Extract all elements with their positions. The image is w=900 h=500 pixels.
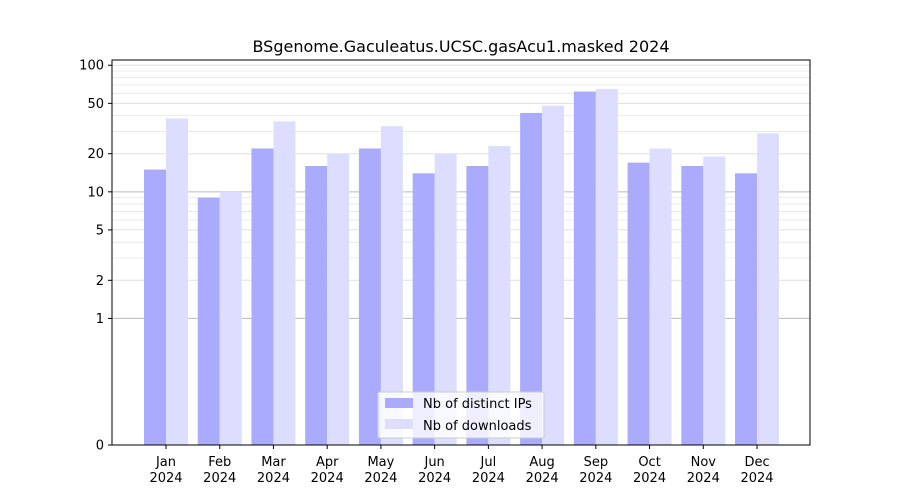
y-tick-label: 100	[79, 59, 104, 74]
bar-downloads	[542, 105, 565, 445]
bar-distinct-ips	[627, 162, 650, 445]
bar-distinct-ips	[466, 165, 489, 446]
bar-downloads	[327, 153, 350, 445]
x-tick-label-year: 2024	[364, 471, 397, 486]
bar-downloads	[757, 133, 780, 446]
bar-downloads	[434, 153, 457, 445]
x-axis: Jan2024Feb2024Mar2024Apr2024May2024Jun20…	[149, 445, 774, 486]
x-tick-label-year: 2024	[311, 471, 344, 486]
x-tick-label-month: Oct	[638, 455, 660, 470]
y-tick-label: 2	[96, 274, 104, 289]
y-tick-label: 50	[87, 97, 104, 112]
bar-distinct-ips	[412, 173, 435, 445]
chart-title: BSgenome.Gaculeatus.UCSC.gasAcu1.masked …	[252, 37, 669, 56]
y-tick-label: 1	[96, 312, 104, 327]
y-tick-label: 5	[96, 223, 104, 238]
bar-distinct-ips	[358, 148, 381, 446]
x-tick-label-year: 2024	[526, 471, 559, 486]
x-tick-label-month: Sep	[584, 455, 609, 470]
x-tick-label-year: 2024	[579, 471, 612, 486]
bar-distinct-ips	[520, 112, 543, 446]
x-tick-label-year: 2024	[418, 471, 451, 486]
bar-downloads	[380, 126, 403, 445]
x-tick-label-month: Nov	[691, 455, 717, 470]
x-tick-label-year: 2024	[472, 471, 505, 486]
x-tick-label-month: Mar	[261, 455, 286, 470]
bar-downloads	[595, 88, 618, 446]
plot-frame	[111, 59, 811, 446]
bar-downloads	[703, 156, 726, 446]
bar-downloads	[273, 121, 296, 445]
x-tick-label-month: Jun	[423, 455, 444, 470]
x-tick-label-year: 2024	[203, 471, 236, 486]
x-tick-label-month: Apr	[316, 455, 339, 470]
x-tick-label-month: Feb	[208, 455, 231, 470]
x-tick-label-month: Dec	[744, 455, 769, 470]
bar-distinct-ips	[573, 91, 596, 446]
x-tick-label-year: 2024	[740, 471, 773, 486]
x-tick-label-month: Aug	[529, 455, 554, 470]
legend-box	[377, 391, 545, 439]
bar-downloads	[166, 118, 188, 446]
y-tick-label: 10	[87, 185, 104, 200]
x-tick-label-month: Jan	[155, 455, 176, 470]
x-tick-label-month: Jul	[480, 455, 497, 470]
bar-downloads	[488, 146, 511, 446]
legend-swatch-downloads	[385, 419, 413, 429]
bar-downloads	[219, 191, 242, 445]
bar-distinct-ips	[197, 197, 220, 445]
bar-downloads	[649, 148, 672, 446]
x-tick-label-year: 2024	[633, 471, 666, 486]
y-tick-label: 0	[96, 439, 104, 454]
bar-distinct-ips	[305, 165, 328, 446]
legend-swatch-distinct-ips	[385, 398, 413, 408]
bar-distinct-ips	[681, 165, 704, 446]
bar-distinct-ips	[144, 169, 166, 446]
y-tick-label: 20	[87, 147, 104, 162]
bar-distinct-ips	[251, 148, 274, 446]
y-axis: 0 1 2 5 10 20 50 100	[79, 59, 112, 454]
x-tick-label-year: 2024	[149, 471, 182, 486]
x-tick-label-month: May	[367, 455, 394, 470]
bars	[144, 88, 780, 446]
legend-label-distinct-ips: Nb of distinct IPs	[423, 397, 532, 412]
legend: Nb of distinct IPs Nb of downloads	[377, 391, 545, 439]
x-tick-label-year: 2024	[687, 471, 720, 486]
legend-label-downloads: Nb of downloads	[423, 419, 532, 434]
bar-distinct-ips	[735, 173, 758, 445]
x-tick-label-year: 2024	[257, 471, 290, 486]
